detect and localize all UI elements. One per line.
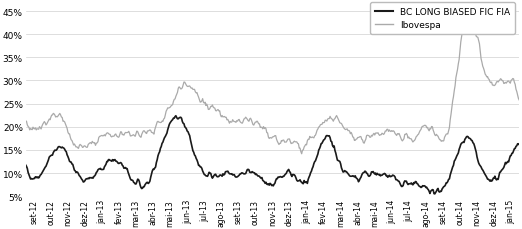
Legend: BC LONG BIASED FIC FIA, Ibovespa: BC LONG BIASED FIC FIA, Ibovespa bbox=[370, 3, 515, 35]
